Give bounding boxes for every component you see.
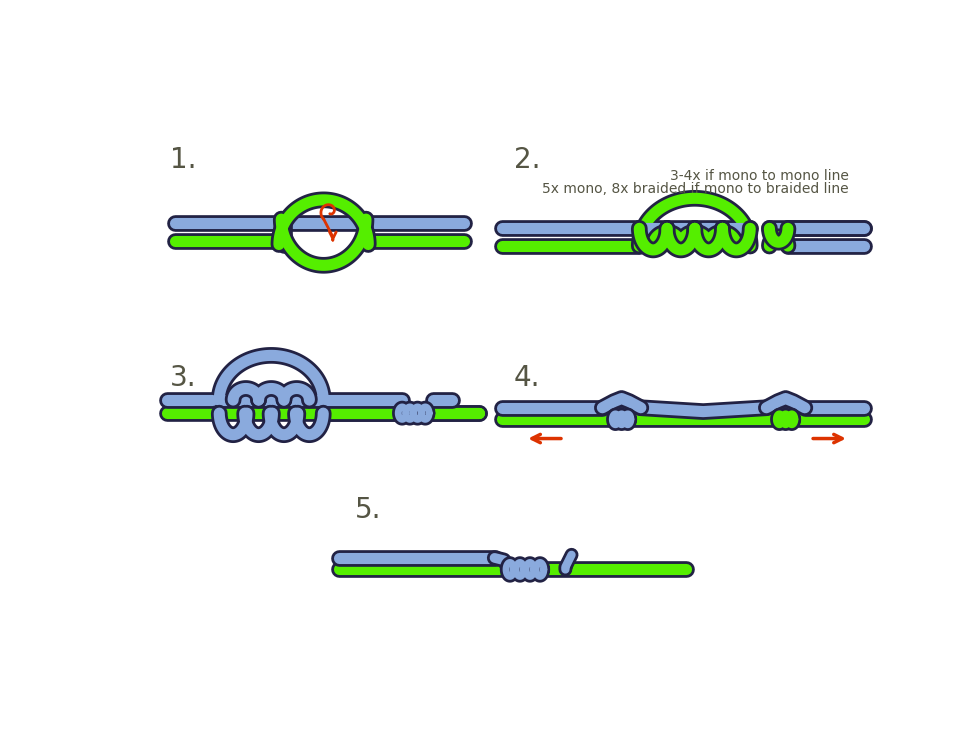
Text: 3.: 3. [170, 364, 196, 392]
Text: 1.: 1. [170, 146, 196, 174]
Text: 2.: 2. [514, 146, 540, 174]
Text: 5.: 5. [355, 496, 381, 524]
Text: 5x mono, 8x braided if mono to braided line: 5x mono, 8x braided if mono to braided l… [542, 182, 849, 196]
Text: 3-4x if mono to mono line: 3-4x if mono to mono line [670, 169, 849, 183]
Text: 4.: 4. [514, 364, 540, 392]
